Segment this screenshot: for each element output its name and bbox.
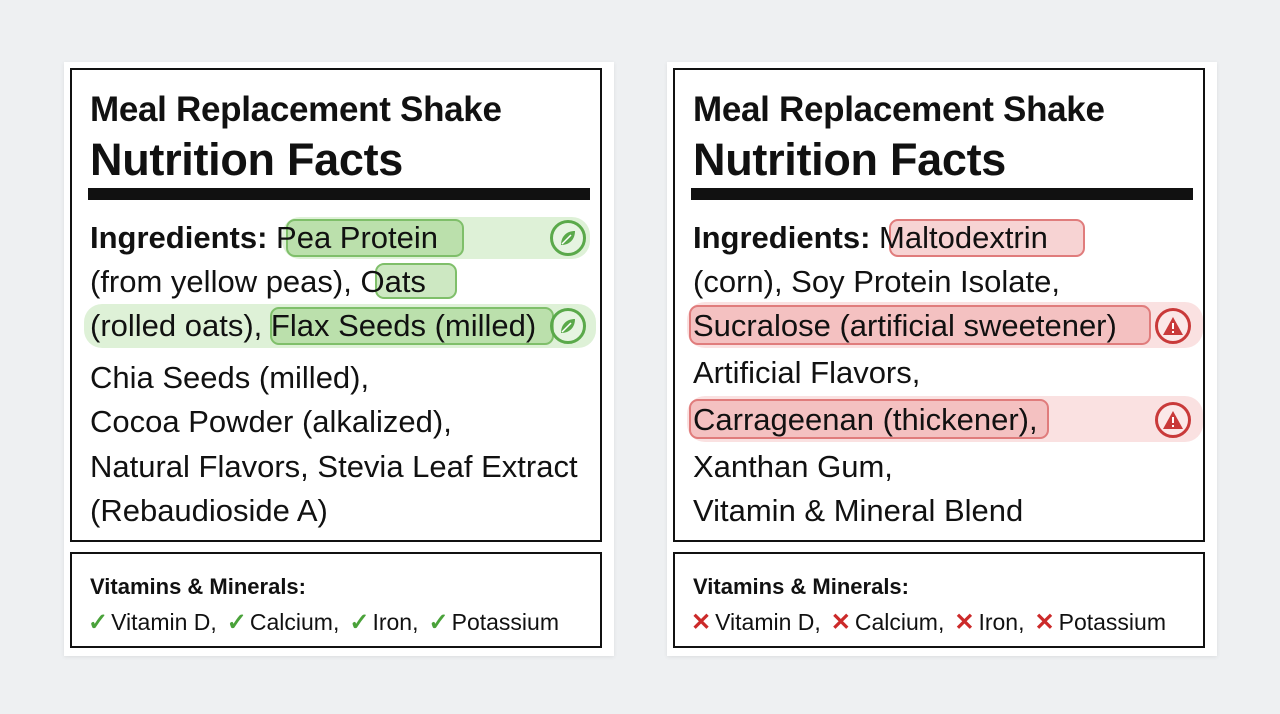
product-title: Meal Replacement Shake xyxy=(90,90,502,129)
highlight-maltodextrin xyxy=(889,219,1085,257)
ingredients-line: Ingredients: Maltodextrin xyxy=(693,220,1048,256)
ingredient-flax-seeds: Flax Seeds (milled) xyxy=(270,308,537,343)
cross-icon: ✕ xyxy=(830,609,851,636)
ingredient-text: (from yellow peas), xyxy=(90,264,361,299)
vitamin-label: Calcium, xyxy=(854,609,945,635)
highlight-sucralose xyxy=(689,305,1151,345)
ingredients-label: Ingredients: xyxy=(90,220,268,255)
vitamin-item: ✓ Iron, xyxy=(349,608,418,637)
vitamin-item: ✓ Vitamin D, xyxy=(88,608,217,637)
ingredients-line: (Rebaudioside A) xyxy=(90,493,328,528)
ingredient-oats: Oats xyxy=(360,264,426,299)
vitamin-item: ✕ Iron, xyxy=(954,608,1024,637)
ingredient-maltodextrin: Maltodextrin xyxy=(879,220,1048,255)
vitamin-label: Iron, xyxy=(978,609,1025,635)
nutrition-facts-heading: Nutrition Facts xyxy=(693,134,1007,185)
ingredients-line: Xanthan Gum, xyxy=(693,449,893,484)
nutrition-facts-heading: Nutrition Facts xyxy=(90,134,404,185)
leaf-icon xyxy=(550,308,586,344)
vitamin-item: ✕ Calcium, xyxy=(831,608,945,637)
check-icon: ✓ xyxy=(226,609,247,636)
warning-icon xyxy=(1155,308,1191,344)
check-icon: ✓ xyxy=(349,609,370,636)
ingredient-text: (rolled oats), xyxy=(90,308,271,343)
ingredients-line: (from yellow peas), Oats xyxy=(90,264,426,300)
highlight-band xyxy=(282,217,590,259)
vitamins-list: ✓ Vitamin D, ✓ Calcium, ✓ Iron, ✓ Potassium xyxy=(88,608,569,637)
unhealthy-label-card: Meal Replacement Shake Nutrition Facts I… xyxy=(667,62,1217,656)
vitamins-panel: Vitamins & Minerals: ✕ Vitamin D, ✕ Calciu… xyxy=(673,552,1205,648)
vitamin-item: ✕ Vitamin D, xyxy=(691,608,821,637)
vitamin-label: Vitamin D, xyxy=(111,609,217,635)
ingredients-line: Ingredients: Pea Protein xyxy=(90,220,438,256)
ingredients-label: Ingredients: xyxy=(693,220,871,255)
ingredients-panel: Meal Replacement Shake Nutrition Facts I… xyxy=(70,68,602,542)
ingredients-line: Artificial Flavors, xyxy=(693,355,921,390)
ingredients-panel: Meal Replacement Shake Nutrition Facts I… xyxy=(673,68,1205,542)
vitamin-label: Potassium xyxy=(1058,609,1166,635)
warning-icon xyxy=(1155,402,1191,438)
cross-icon: ✕ xyxy=(954,609,975,636)
ingredients-line: (corn), Soy Protein Isolate, xyxy=(693,264,1060,299)
vitamin-item: ✕ Potassium xyxy=(1035,608,1166,637)
vitamin-item: ✓ Potassium xyxy=(429,608,559,637)
vitamins-panel: Vitamins & Minerals: ✓ Vitamin D, ✓ Calciu… xyxy=(70,552,602,648)
vitamins-list: ✕ Vitamin D, ✕ Calcium, ✕ Iron, ✕ Potassium xyxy=(691,608,1176,637)
ingredients-line: (rolled oats), Flax Seeds (milled) xyxy=(90,308,536,344)
healthy-label-card: Meal Replacement Shake Nutrition Facts I… xyxy=(64,62,614,656)
product-title: Meal Replacement Shake xyxy=(693,90,1105,129)
ingredient-sucralose: Sucralose (artificial sweetener) xyxy=(693,308,1117,343)
check-icon: ✓ xyxy=(428,609,449,636)
cross-icon: ✕ xyxy=(1034,609,1055,636)
vitamin-label: Calcium, xyxy=(249,609,340,635)
check-icon: ✓ xyxy=(88,609,109,636)
highlight-band xyxy=(687,396,1203,442)
ingredients-line: Cocoa Powder (alkalized), xyxy=(90,404,452,439)
ingredients-line: Chia Seeds (milled), xyxy=(90,360,370,395)
highlight-pea-protein xyxy=(286,219,464,257)
ingredients-line: Natural Flavors, Stevia Leaf Extract xyxy=(90,449,578,484)
vitamin-label: Iron, xyxy=(372,609,419,635)
vitamins-title: Vitamins & Minerals: xyxy=(693,574,909,599)
highlight-band xyxy=(687,302,1203,348)
highlight-oats xyxy=(375,263,457,299)
heading-divider xyxy=(691,188,1193,200)
vitamin-label: Vitamin D, xyxy=(715,609,821,635)
highlight-band xyxy=(84,304,596,348)
cross-icon: ✕ xyxy=(691,609,712,636)
vitamin-item: ✓ Calcium, xyxy=(227,608,340,637)
ingredient-pea-protein: Pea Protein xyxy=(276,220,439,255)
vitamin-label: Potassium xyxy=(451,609,559,635)
ingredients-line: Vitamin & Mineral Blend xyxy=(693,493,1024,528)
highlight-carrageenan xyxy=(689,399,1049,439)
ingredient-carrageenan: Carrageenan (thickener), xyxy=(693,402,1038,437)
leaf-icon xyxy=(550,220,586,256)
vitamins-title: Vitamins & Minerals: xyxy=(90,574,306,599)
heading-divider xyxy=(88,188,590,200)
